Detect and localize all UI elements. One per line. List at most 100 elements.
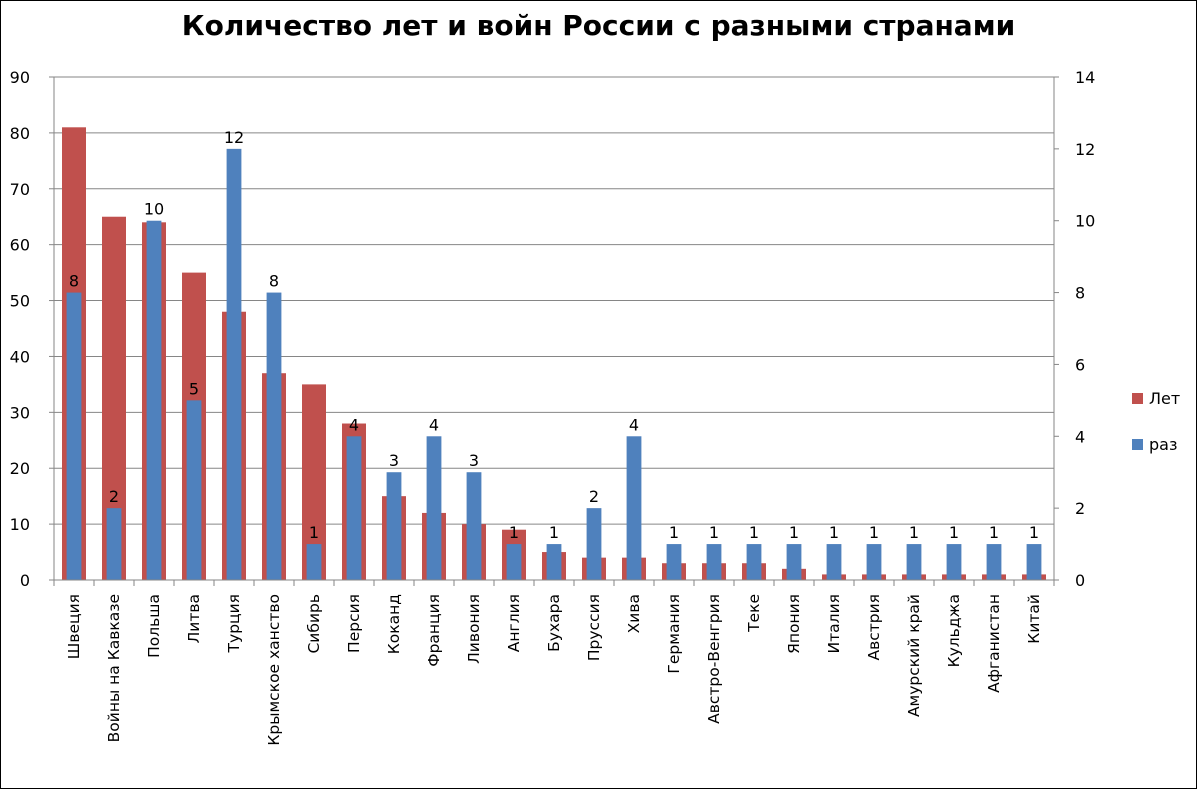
category-label: Хива — [625, 594, 643, 633]
bar-raz — [986, 544, 1002, 580]
category-label: Ливония — [465, 594, 483, 664]
data-label-raz: 1 — [909, 523, 919, 542]
bar-raz — [946, 544, 962, 580]
bar-raz — [146, 220, 162, 580]
bar-raz — [466, 472, 482, 580]
bar-raz — [746, 544, 762, 580]
data-label-raz: 1 — [949, 523, 959, 542]
data-label-raz: 1 — [1029, 523, 1039, 542]
y-left-tick-label: 80 — [10, 124, 30, 143]
bar-raz — [266, 292, 282, 580]
bar-raz — [386, 472, 402, 580]
category-label: Крымское ханство — [265, 594, 283, 746]
data-label-raz: 3 — [389, 451, 399, 470]
category-label: Коканд — [385, 594, 403, 654]
data-label-raz: 8 — [69, 272, 79, 291]
category-label: Пруссия — [585, 594, 603, 661]
category-label: Кульджа — [945, 594, 963, 667]
bar-raz — [586, 508, 602, 580]
bar-raz — [106, 508, 122, 580]
bar-raz — [666, 544, 682, 580]
y-right-tick-label: 12 — [1075, 140, 1095, 159]
y-right-tick-label: 0 — [1075, 571, 1085, 590]
y-left-tick-label: 90 — [10, 68, 30, 87]
data-label-raz: 4 — [429, 415, 439, 434]
y-right-tick-label: 6 — [1075, 355, 1085, 374]
category-label: Австрия — [865, 594, 883, 661]
y-right-tick-label: 10 — [1075, 212, 1095, 231]
category-label: Турция — [225, 594, 243, 653]
category-label: Персия — [345, 594, 363, 653]
category-label: Польша — [145, 594, 163, 658]
bar-raz — [546, 544, 562, 580]
bar-raz — [506, 544, 522, 580]
y-left-tick-label: 0 — [20, 571, 30, 590]
category-label: Теке — [745, 594, 763, 633]
data-label-raz: 1 — [309, 523, 319, 542]
y-left-tick-label: 70 — [10, 180, 30, 199]
category-label: Япония — [785, 594, 803, 654]
data-label-raz: 5 — [189, 379, 199, 398]
bar-raz — [786, 544, 802, 580]
y-left-tick-label: 60 — [10, 236, 30, 255]
y-left-tick-label: 50 — [10, 292, 30, 311]
bar-raz — [226, 148, 242, 580]
category-label: Франция — [425, 594, 443, 667]
y-left-tick-label: 40 — [10, 347, 30, 366]
data-label-raz: 1 — [549, 523, 559, 542]
category-label: Бухара — [545, 594, 563, 652]
category-label: Англия — [505, 594, 523, 652]
category-label: Амурский край — [905, 594, 923, 717]
data-label-raz: 1 — [789, 523, 799, 542]
bar-raz — [906, 544, 922, 580]
data-label-raz: 3 — [469, 451, 479, 470]
legend-swatch — [1132, 439, 1143, 450]
category-label: Сибирь — [305, 594, 323, 654]
data-label-raz: 1 — [989, 523, 999, 542]
category-label: Италия — [825, 594, 843, 653]
y-right-tick-label: 8 — [1075, 284, 1085, 303]
y-left-tick-label: 30 — [10, 403, 30, 422]
data-label-raz: 8 — [269, 272, 279, 291]
category-label: Австро-Венгрия — [705, 594, 723, 724]
bar-raz — [706, 544, 722, 580]
category-label: Швеция — [65, 594, 83, 659]
data-label-raz: 12 — [224, 128, 244, 147]
data-label-raz: 1 — [709, 523, 719, 542]
data-label-raz: 2 — [109, 487, 119, 506]
chart-title: Количество лет и войн России с разными с… — [181, 9, 1016, 42]
category-label: Литва — [185, 594, 203, 643]
y-right-tick-label: 2 — [1075, 499, 1085, 518]
bar-raz — [426, 436, 442, 580]
data-label-raz: 10 — [144, 200, 164, 219]
bar-raz — [306, 544, 322, 580]
legend-swatch — [1132, 393, 1143, 404]
bar-raz — [346, 436, 362, 580]
data-label-raz: 1 — [829, 523, 839, 542]
y-left-tick-label: 10 — [10, 515, 30, 534]
y-left-tick-label: 20 — [10, 459, 30, 478]
category-label: Китай — [1025, 594, 1043, 644]
legend-label: Лет — [1149, 389, 1180, 408]
data-label-raz: 1 — [669, 523, 679, 542]
data-label-raz: 4 — [349, 415, 359, 434]
data-label-raz: 1 — [749, 523, 759, 542]
bar-raz — [626, 436, 642, 580]
bar-raz — [826, 544, 842, 580]
legend-label: раз — [1149, 435, 1177, 454]
bar-raz — [866, 544, 882, 580]
data-label-raz: 1 — [509, 523, 519, 542]
data-label-raz: 2 — [589, 487, 599, 506]
data-label-raz: 4 — [629, 415, 639, 434]
bar-raz — [186, 400, 202, 580]
y-right-tick-label: 14 — [1075, 68, 1095, 87]
bar-raz — [1026, 544, 1042, 580]
category-label: Германия — [665, 594, 683, 674]
y-right-tick-label: 4 — [1075, 427, 1085, 446]
data-label-raz: 1 — [869, 523, 879, 542]
category-label: Афганистан — [985, 594, 1003, 693]
category-label: Войны на Кавказе — [105, 594, 123, 742]
bar-raz — [66, 292, 82, 580]
